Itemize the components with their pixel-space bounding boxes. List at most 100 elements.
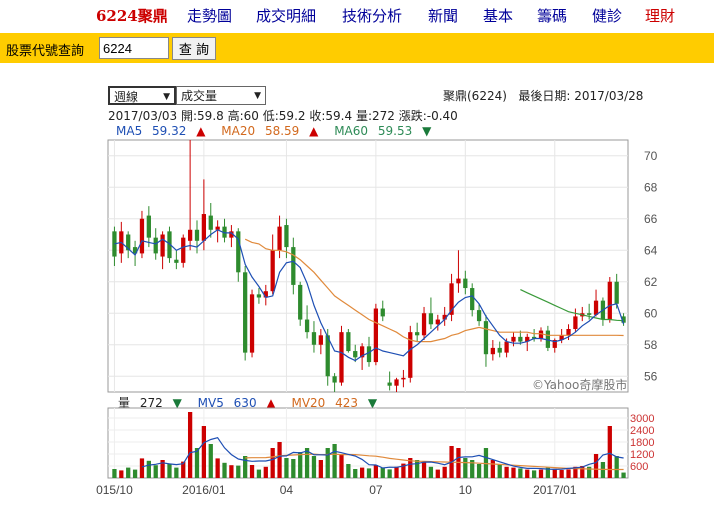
ma60-label: MA60 [334,124,369,138]
price-tick-label: 70 [644,149,658,163]
volume-bar [387,469,392,478]
volume-bar [428,466,434,478]
nav-basic[interactable]: 基本 [483,7,514,25]
candle-body [346,332,351,352]
volume-bar [483,448,489,478]
volume-bar [291,459,296,478]
last-date-label: 最後日期: [518,89,571,103]
nav-trade-detail[interactable]: 成交明細 [256,7,317,25]
ohlc-low: 低:59.2 [262,109,306,123]
volume-legend: 量 272 ▼ MV5 630 ▲ MV20 423 ▼ [118,394,389,411]
x-tick-label: 2016/01 [182,483,226,497]
last-date: 2017/03/28 [574,89,644,103]
ma20-label: MA20 [221,124,256,138]
indicator-select[interactable]: 成交量 ▼ [176,86,266,105]
candle-body [518,336,523,342]
volume-bar [346,464,351,478]
volume-bar [587,466,592,478]
candle-body [545,330,551,348]
ohlc-close: 收:59.4 [309,109,353,123]
candle-body [366,346,372,363]
search-button[interactable]: 查 詢 [172,37,216,60]
nav-health[interactable]: 健診 [592,7,623,25]
nav-news[interactable]: 新聞 [428,7,459,25]
volume-bar [256,469,262,478]
volume-bar [531,470,537,478]
candle-body [339,332,344,383]
volume-bar [518,468,523,478]
vol-legend: 量 272 ▼ [118,396,188,410]
candle-body [284,225,289,248]
candle-body [476,310,482,322]
volume-bar [181,461,186,478]
volume-bar [277,442,282,478]
candle-body [621,316,626,323]
candle-body [126,234,131,251]
ma20-value: 58.59 [264,124,300,138]
ohlc-volume: 量:272 [355,109,395,123]
period-select[interactable]: 週線 ▼ [108,86,176,105]
volume-bar [270,448,275,478]
x-tick-label: 10 [459,483,473,497]
candle-body [552,340,557,348]
candle-body [387,382,392,386]
volume-bar [511,467,516,478]
ohlc-high: 高:60 [227,109,259,123]
volume-bar [311,456,317,478]
price-tick-label: 66 [644,212,658,226]
ma5-label: MA5 [116,124,143,138]
candle-body [139,218,145,254]
indicator-select-value: 成交量 [181,89,218,103]
volume-bar [194,448,200,478]
nav-brand[interactable]: 6224聚鼎 [96,7,168,25]
volume-tick-label: 2400 [630,425,654,437]
candle-body [394,379,399,386]
nav-technical[interactable]: 技術分析 [342,7,403,25]
stock-info: 聚鼎(6224) 最後日期: 2017/03/28 [443,87,643,104]
ma20-legend: MA20 58.59 ▲ [221,124,324,138]
volume-bar [593,454,599,478]
volume-bar [504,466,509,478]
candle-body [538,330,544,339]
mv20-legend: MV20 423 ▼ [291,396,383,410]
candle-body [277,226,282,251]
candle-body [580,313,585,317]
candle-body [483,321,489,355]
vol-label: 量 [118,396,131,410]
candle-body [291,247,296,285]
volume-bar [552,468,557,478]
nav-finance[interactable]: 理財 [645,7,676,25]
nav-trend[interactable]: 走勢圖 [187,7,233,25]
volume-bar [490,460,495,478]
volume-bar [187,412,193,478]
period-select-value: 週線 [114,90,139,104]
volume-bar [497,464,502,478]
candle-body [525,336,530,342]
price-tick-label: 64 [644,243,658,257]
volume-bar [538,469,544,478]
volume-bar [545,467,551,478]
nav-chips[interactable]: 籌碼 [537,7,568,25]
volume-bar [401,463,406,478]
price-tick-label: 56 [644,369,658,383]
candle-body [470,288,475,311]
ma5-arrow-icon: ▲ [196,124,206,138]
stock-code-input[interactable] [99,37,169,59]
candle-body [119,231,124,254]
volume-panel-frame [107,407,629,479]
mv20-label: MV20 [291,396,326,410]
candle-body [222,226,227,238]
volume-bar [463,458,468,478]
volume-bar [112,469,117,478]
volume-bar [566,469,571,478]
mv5-label: MV5 [197,396,224,410]
vol-value: 272 [139,396,163,410]
candle-body [566,329,571,336]
candle-body [511,336,516,342]
candle-body [587,313,592,315]
candle-body [573,316,578,329]
candle-body [132,247,138,254]
ma5-value: 59.32 [152,124,187,138]
volume-bar [559,470,564,478]
